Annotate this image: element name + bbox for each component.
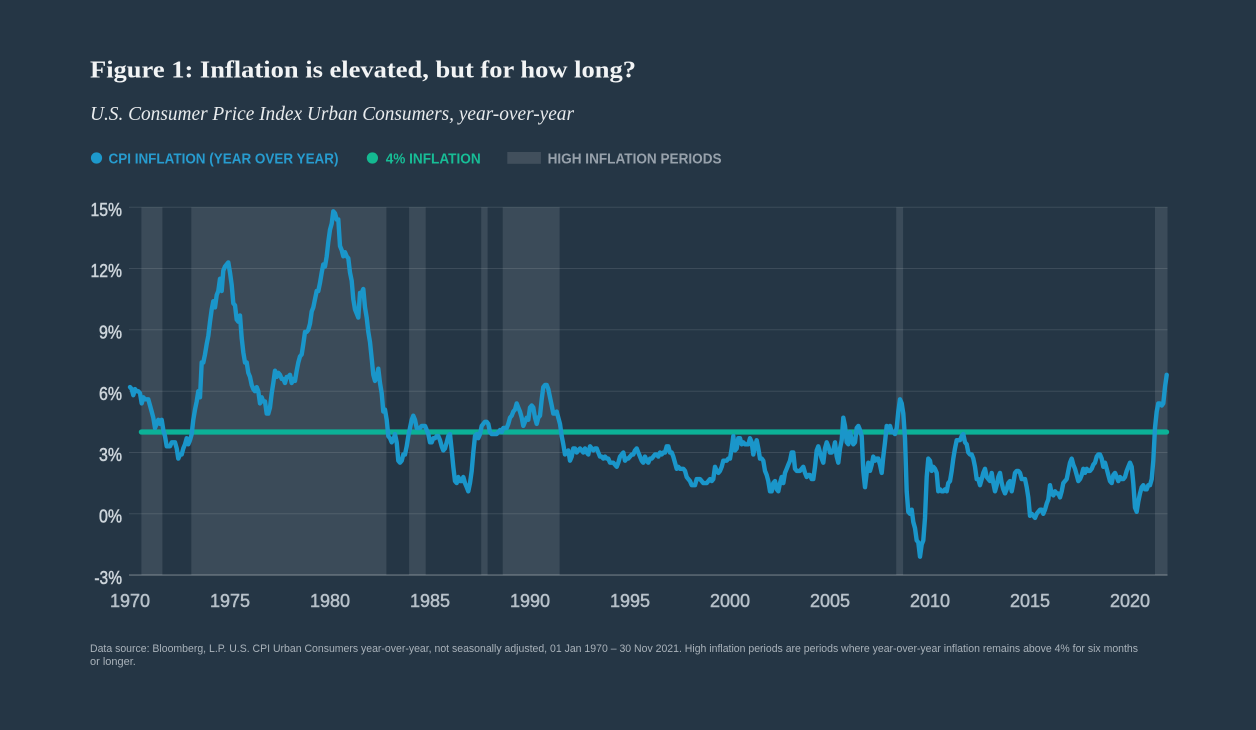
svg-text:or longer.: or longer.: [90, 656, 136, 668]
svg-text:CPI INFLATION (YEAR OVER YEAR): CPI INFLATION (YEAR OVER YEAR): [109, 151, 339, 167]
svg-text:2005: 2005: [810, 591, 850, 611]
svg-text:1995: 1995: [610, 591, 650, 611]
svg-text:2010: 2010: [910, 591, 950, 611]
svg-text:1975: 1975: [210, 591, 250, 611]
svg-text:0%: 0%: [99, 507, 122, 527]
svg-text:2015: 2015: [1010, 591, 1050, 611]
svg-text:2000: 2000: [710, 591, 750, 611]
svg-text:Figure 1: Inflation is elevate: Figure 1: Inflation is elevated, but for…: [90, 57, 636, 84]
svg-text:4% INFLATION: 4% INFLATION: [386, 151, 481, 167]
svg-text:U.S. Consumer Price Index Urba: U.S. Consumer Price Index Urban Consumer…: [90, 104, 574, 125]
svg-text:6%: 6%: [99, 384, 122, 404]
svg-text:1985: 1985: [410, 591, 450, 611]
svg-text:1970: 1970: [110, 591, 150, 611]
svg-text:3%: 3%: [99, 445, 122, 465]
svg-text:9%: 9%: [99, 323, 122, 343]
svg-text:HIGH INFLATION PERIODS: HIGH INFLATION PERIODS: [548, 151, 722, 167]
svg-text:1980: 1980: [310, 591, 350, 611]
svg-text:1990: 1990: [510, 591, 550, 611]
svg-text:15%: 15%: [91, 200, 123, 220]
svg-text:Data source: Bloomberg, L.P. U: Data source: Bloomberg, L.P. U.S. CPI Ur…: [90, 643, 1138, 655]
svg-text:2020: 2020: [1110, 591, 1150, 611]
svg-text:-3%: -3%: [94, 568, 122, 588]
svg-text:12%: 12%: [91, 261, 123, 281]
